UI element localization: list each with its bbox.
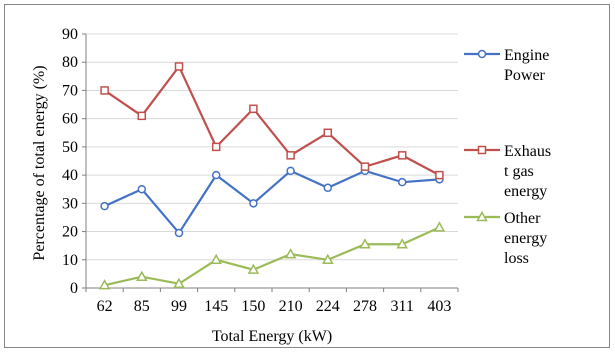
data-point-other-energy-loss xyxy=(210,253,222,265)
legend-label: Power xyxy=(504,67,546,84)
legend-label: loss xyxy=(504,250,529,267)
data-point-other-energy-loss xyxy=(322,253,334,265)
x-tick-label: 85 xyxy=(134,298,150,315)
data-point-engine-power xyxy=(174,228,184,238)
series-exhaust-gas-energy xyxy=(100,62,444,180)
data-point-exhaust-gas-energy xyxy=(397,151,407,160)
data-point-exhaust-gas-energy xyxy=(211,142,221,152)
legend: Engine Power Exhaus t gas energy Other energy l… xyxy=(464,47,551,267)
y-tick-label: 60 xyxy=(62,111,78,128)
y-tick-label: 20 xyxy=(62,224,78,241)
chart-frame xyxy=(4,4,610,348)
series-lines xyxy=(98,62,446,290)
data-point-exhaust-gas-energy xyxy=(435,170,444,180)
series-other-energy-loss xyxy=(98,221,446,290)
x-tick-label: 224 xyxy=(316,298,340,315)
x-tick-label: 145 xyxy=(204,298,228,315)
x-tick-label: 210 xyxy=(279,298,303,315)
x-axis-label: Total Energy (kW) xyxy=(212,328,332,345)
data-point-engine-power xyxy=(323,183,333,193)
data-point-exhaust-gas-energy xyxy=(174,62,184,71)
legend-label: Engine xyxy=(504,47,549,64)
x-tick-label: 150 xyxy=(241,298,265,315)
series-line-engine-power xyxy=(104,169,440,235)
x-tick-label: 403 xyxy=(427,298,451,315)
data-point-other-energy-loss xyxy=(396,238,408,249)
y-tick-label: 30 xyxy=(62,195,78,212)
legend-swatch-marker xyxy=(477,49,487,59)
legend-swatch-marker xyxy=(477,145,487,155)
data-point-other-energy-loss xyxy=(247,263,260,274)
data-point-other-energy-loss xyxy=(173,277,185,289)
y-tick-label: 80 xyxy=(62,54,78,71)
y-tick-label: 0 xyxy=(70,280,78,297)
data-point-engine-power xyxy=(100,201,109,211)
legend-swatch-marker xyxy=(476,210,488,222)
data-point-engine-power xyxy=(211,170,221,180)
y-tick-label: 70 xyxy=(62,82,78,99)
data-point-engine-power xyxy=(286,166,295,176)
legend-label: energy xyxy=(504,183,547,200)
data-point-other-energy-loss xyxy=(433,221,446,232)
x-tick-label: 278 xyxy=(353,298,377,315)
series-line-other-energy-loss xyxy=(104,226,440,287)
legend-label: energy xyxy=(504,230,547,247)
y-tick-label: 40 xyxy=(62,167,78,184)
legend-item-other-energy-loss: Other energy loss xyxy=(464,210,547,267)
data-point-exhaust-gas-energy xyxy=(323,128,333,138)
data-point-other-energy-loss xyxy=(284,248,297,259)
data-point-exhaust-gas-energy xyxy=(286,151,295,160)
data-point-exhaust-gas-energy xyxy=(360,162,370,171)
data-point-other-energy-loss xyxy=(136,270,148,281)
data-point-engine-power xyxy=(397,177,407,187)
data-point-exhaust-gas-energy xyxy=(249,104,258,114)
x-tick-label: 62 xyxy=(97,298,113,315)
legend-label: Exhaus xyxy=(504,143,551,160)
x-tick-label: 99 xyxy=(171,298,187,315)
y-tick-label: 10 xyxy=(62,252,78,269)
data-point-exhaust-gas-energy xyxy=(137,111,147,121)
legend-label: t gas xyxy=(504,163,534,180)
data-point-other-energy-loss xyxy=(359,238,371,249)
data-point-exhaust-gas-energy xyxy=(100,86,109,95)
series-engine-power xyxy=(100,166,444,238)
legend-item-engine-power: Engine Power xyxy=(464,47,549,84)
series-line-exhaust-gas-energy xyxy=(103,64,440,177)
data-point-engine-power xyxy=(137,184,147,194)
y-tick-label: 90 xyxy=(62,26,78,43)
legend-item-exhaust-gas-energy: Exhaus t gas energy xyxy=(464,143,551,200)
y-tick-label: 50 xyxy=(62,139,78,156)
legend-label: Other xyxy=(504,210,541,227)
axes: 0 10 20 30 40 50 60 70 80 90 62 85 99 145 150 210 224 278… xyxy=(62,26,459,315)
y-axis-label: Percentage of total energy (%) xyxy=(31,65,48,260)
gridlines xyxy=(86,33,458,261)
x-tick-label: 311 xyxy=(390,298,413,315)
data-point-other-energy-loss xyxy=(98,279,111,290)
data-point-engine-power xyxy=(249,199,258,208)
